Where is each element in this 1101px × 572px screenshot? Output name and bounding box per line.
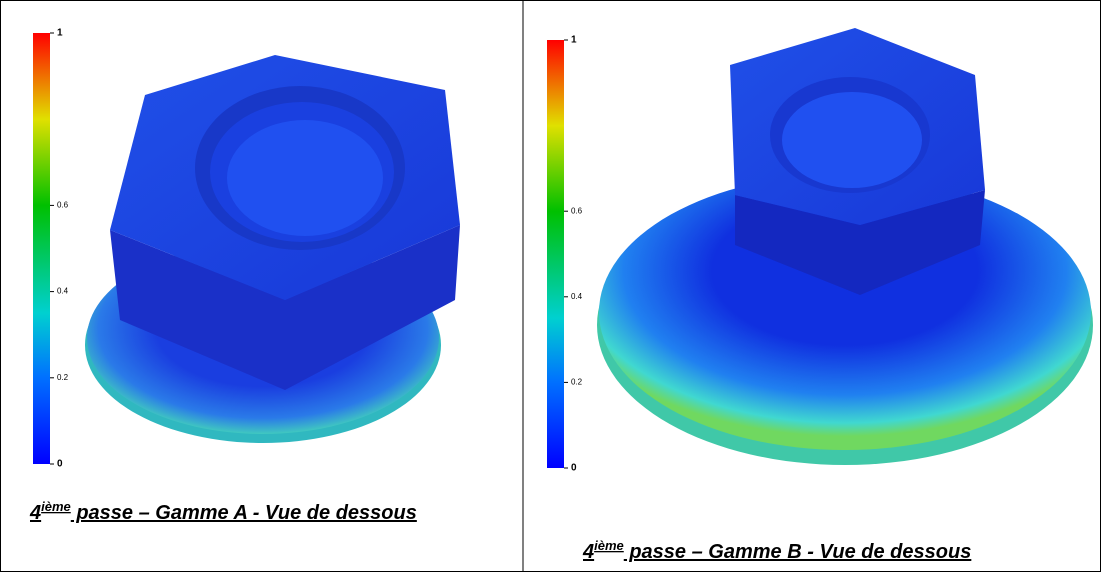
colorbar-tick-label: 1: [57, 28, 63, 39]
colorbar-tick-label: 1: [571, 35, 577, 46]
colorbar-tick-label: 0.4: [57, 287, 69, 296]
colorbar-tick-label: 0.2: [57, 373, 69, 382]
caption: 4ième passe – Gamme A - Vue de dessous: [29, 499, 417, 524]
render-b: [597, 28, 1093, 465]
colorbar-tick-label: 0.6: [571, 206, 583, 215]
colorbar-tick-label: 0: [571, 463, 577, 474]
caption-text: passe – Gamme B - Vue de dessous: [624, 541, 972, 563]
caption: 4ième passe – Gamme B - Vue de dessous: [582, 538, 971, 563]
colorbar-tick-label: 0: [57, 459, 63, 470]
render-a: [85, 55, 460, 443]
caption-number: 4: [582, 541, 594, 563]
caption-text: passe – Gamme A - Vue de dessous: [71, 502, 417, 524]
colorbar-tick-label: 0.2: [571, 378, 583, 387]
colorbar-tick-label: 0.6: [57, 201, 69, 210]
colorbar-tick-label: 0.4: [571, 292, 583, 301]
caption-superscript: ième: [594, 538, 624, 553]
caption-number: 4: [29, 502, 41, 524]
colorbar: [547, 40, 564, 468]
caption-superscript: ième: [41, 499, 71, 514]
colorbar: [33, 33, 50, 464]
